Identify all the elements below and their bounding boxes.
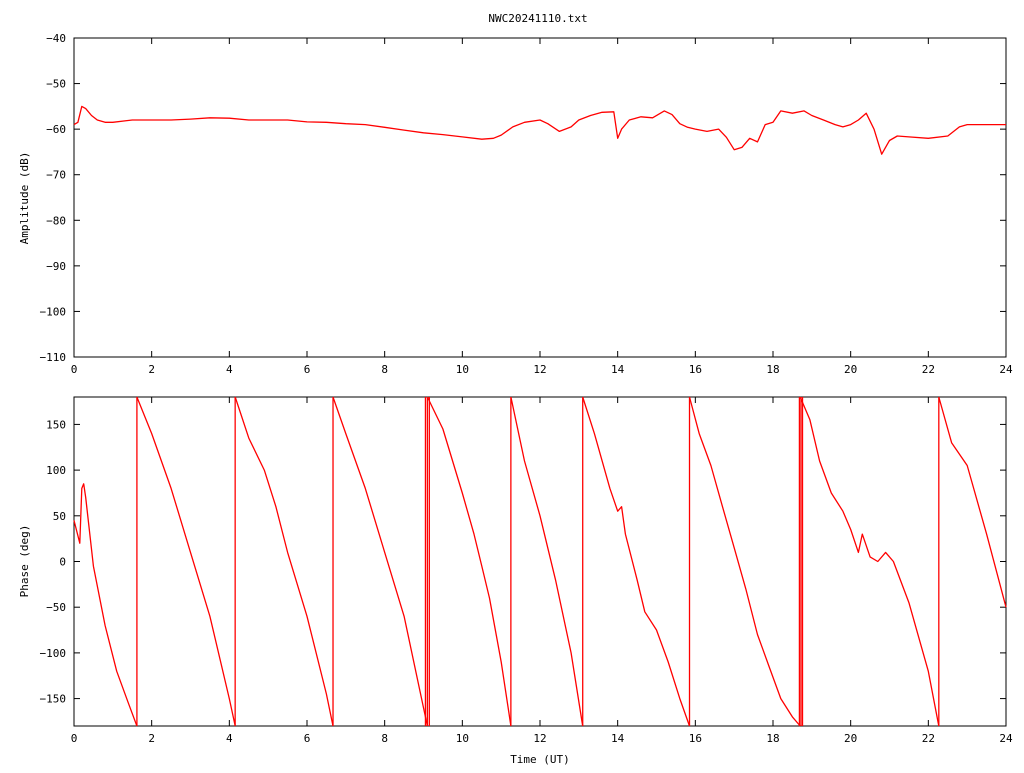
phase-xtick-label: 18 bbox=[766, 732, 779, 745]
phase-ytick-label: −150 bbox=[40, 693, 67, 706]
phase-ylabel: Phase (deg) bbox=[18, 525, 31, 598]
amplitude-ytick-label: −100 bbox=[40, 305, 67, 318]
phase-xtick-label: 16 bbox=[689, 732, 702, 745]
phase-axis-ticks: 0 2 4 6 8 10 12 14 16 18 20 22 24150100500−50−100−15… bbox=[40, 397, 1013, 745]
amplitude-panel: 0 2 4 6 8 10 12 14 16 18 20 22 24−40−50−60−70−80−90−… bbox=[18, 32, 1013, 376]
amplitude-xtick-label: 0 bbox=[71, 363, 78, 376]
phase-segment-6 bbox=[510, 396, 584, 727]
phase-xtick-label: 8 bbox=[381, 732, 388, 745]
amplitude-xtick-label: 6 bbox=[304, 363, 311, 376]
amplitude-trace-group bbox=[73, 105, 1006, 155]
phase-segment-1 bbox=[73, 483, 138, 727]
phase-ytick-label: 100 bbox=[46, 464, 66, 477]
chart-title: NWC20241110.txt bbox=[488, 12, 587, 25]
amplitude-ytick-label: −50 bbox=[46, 78, 66, 91]
amplitude-xtick-label: 14 bbox=[611, 363, 625, 376]
amplitude-xtick-label: 20 bbox=[844, 363, 857, 376]
amplitude-line bbox=[73, 105, 1006, 155]
phase-segment-7 bbox=[582, 396, 691, 727]
amplitude-ylabel: Amplitude (dB) bbox=[18, 152, 31, 245]
phase-segment-4 bbox=[332, 396, 429, 727]
phase-segment-3 bbox=[234, 396, 334, 727]
amplitude-xtick-label: 16 bbox=[689, 363, 702, 376]
phase-segment-8 bbox=[688, 396, 801, 727]
amplitude-xtick-label: 10 bbox=[456, 363, 469, 376]
phase-segment-2 bbox=[136, 396, 236, 727]
amplitude-xtick-label: 22 bbox=[922, 363, 935, 376]
amplitude-ytick-label: −110 bbox=[40, 351, 67, 364]
phase-xtick-label: 4 bbox=[226, 732, 233, 745]
phase-xtick-label: 12 bbox=[533, 732, 546, 745]
phase-xtick-label: 22 bbox=[922, 732, 935, 745]
amplitude-xtick-label: 2 bbox=[148, 363, 155, 376]
phase-ytick-label: 0 bbox=[59, 556, 66, 569]
phase-xlabel: Time (UT) bbox=[510, 753, 570, 766]
phase-xtick-label: 14 bbox=[611, 732, 625, 745]
phase-xtick-label: 0 bbox=[71, 732, 78, 745]
amplitude-ytick-label: −80 bbox=[46, 214, 66, 227]
phase-xtick-label: 10 bbox=[456, 732, 469, 745]
amplitude-xtick-label: 8 bbox=[381, 363, 388, 376]
phase-xtick-label: 6 bbox=[304, 732, 311, 745]
amplitude-ytick-label: −40 bbox=[46, 32, 66, 45]
amplitude-axis-ticks: 0 2 4 6 8 10 12 14 16 18 20 22 24−40−50−60−70−80−90−… bbox=[40, 32, 1013, 376]
phase-ytick-label: 50 bbox=[53, 510, 66, 523]
phase-xtick-label: 20 bbox=[844, 732, 857, 745]
amplitude-ytick-label: −90 bbox=[46, 260, 66, 273]
amplitude-ytick-label: −70 bbox=[46, 169, 66, 182]
phase-trace-group bbox=[73, 396, 1007, 727]
phase-xtick-label: 2 bbox=[148, 732, 155, 745]
phase-segment-5 bbox=[426, 396, 512, 727]
amplitude-xtick-label: 24 bbox=[999, 363, 1013, 376]
phase-segment-9 bbox=[799, 396, 940, 727]
phase-segment-10 bbox=[938, 396, 1007, 608]
phase-ytick-label: −50 bbox=[46, 601, 66, 614]
phase-ytick-label: −100 bbox=[40, 647, 67, 660]
phase-xtick-label: 24 bbox=[999, 732, 1013, 745]
amplitude-xtick-label: 12 bbox=[533, 363, 546, 376]
amplitude-ytick-label: −60 bbox=[46, 123, 66, 136]
amplitude-xtick-label: 18 bbox=[766, 363, 779, 376]
amplitude-xtick-label: 4 bbox=[226, 363, 233, 376]
phase-panel: 0 2 4 6 8 10 12 14 16 18 20 22 24150100500−50−100−15… bbox=[18, 396, 1013, 766]
phase-ytick-label: 150 bbox=[46, 418, 66, 431]
